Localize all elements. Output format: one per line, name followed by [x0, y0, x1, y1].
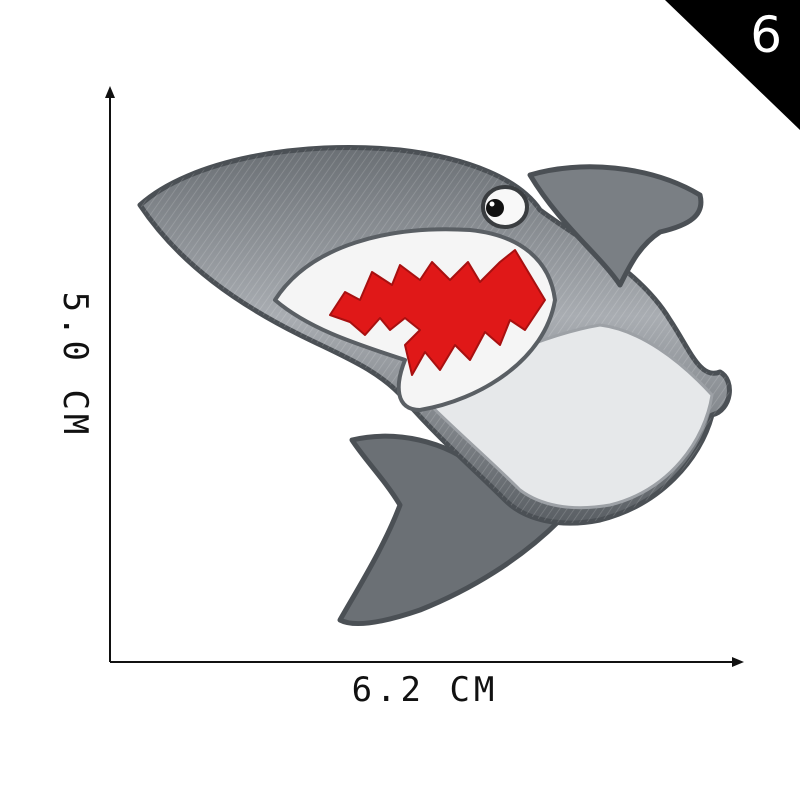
vertical-axis-arrow-icon — [105, 86, 115, 98]
width-dimension-label: 6.2 CM — [351, 670, 499, 710]
shark-dorsal-fin — [527, 164, 704, 288]
shark-patch — [137, 144, 732, 627]
height-dimension-label: 5.0 CM — [55, 291, 95, 439]
shark-mouth-interior — [329, 249, 546, 376]
corner-badge-number: 6 — [750, 6, 782, 64]
corner-badge: 6 — [665, 0, 800, 130]
shark-eye — [481, 185, 529, 229]
dimension-axes — [105, 86, 744, 667]
horizontal-axis-arrow-icon — [732, 657, 744, 667]
corner-badge-triangle — [665, 0, 800, 130]
